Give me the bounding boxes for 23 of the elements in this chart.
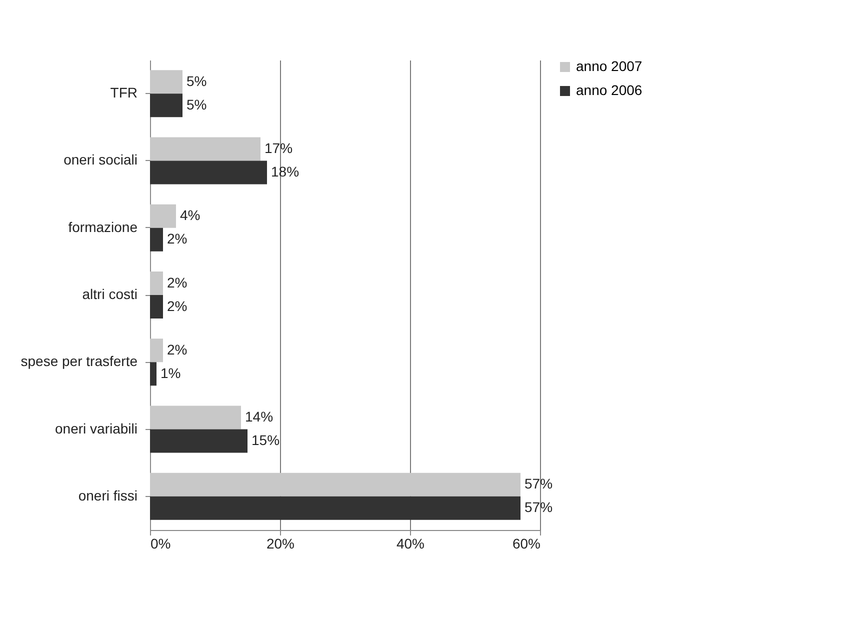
data-label: 2% (167, 230, 188, 247)
data-label: 2% (167, 274, 188, 290)
y-tick-label: oneri sociali (64, 152, 138, 168)
data-label: 5% (186, 72, 207, 89)
x-tick-label: 60% (512, 536, 540, 552)
y-tick-label: oneri variabili (55, 420, 138, 436)
y-tick-label: spese per trasferte (20, 353, 138, 370)
data-label: 15% (252, 432, 280, 448)
y-tick-label: oneri fissi (78, 487, 138, 504)
data-label: 2% (167, 298, 188, 314)
legend-label: anno 2006 (576, 82, 642, 98)
data-label: 4% (180, 207, 200, 224)
y-tick-label: altri costi (82, 286, 138, 302)
x-tick-label: 40% (396, 536, 425, 552)
data-label: 14% (245, 408, 274, 425)
y-tick-label: TFR (110, 84, 138, 101)
data-label: 2% (167, 341, 188, 358)
x-tick-label: 0% (150, 536, 171, 552)
y-tick-label: formazione (68, 218, 138, 235)
data-label: 5% (186, 96, 207, 112)
x-tick-label: 20% (266, 536, 295, 552)
legend-label: anno 2007 (576, 58, 642, 74)
data-label: 1% (160, 364, 181, 381)
